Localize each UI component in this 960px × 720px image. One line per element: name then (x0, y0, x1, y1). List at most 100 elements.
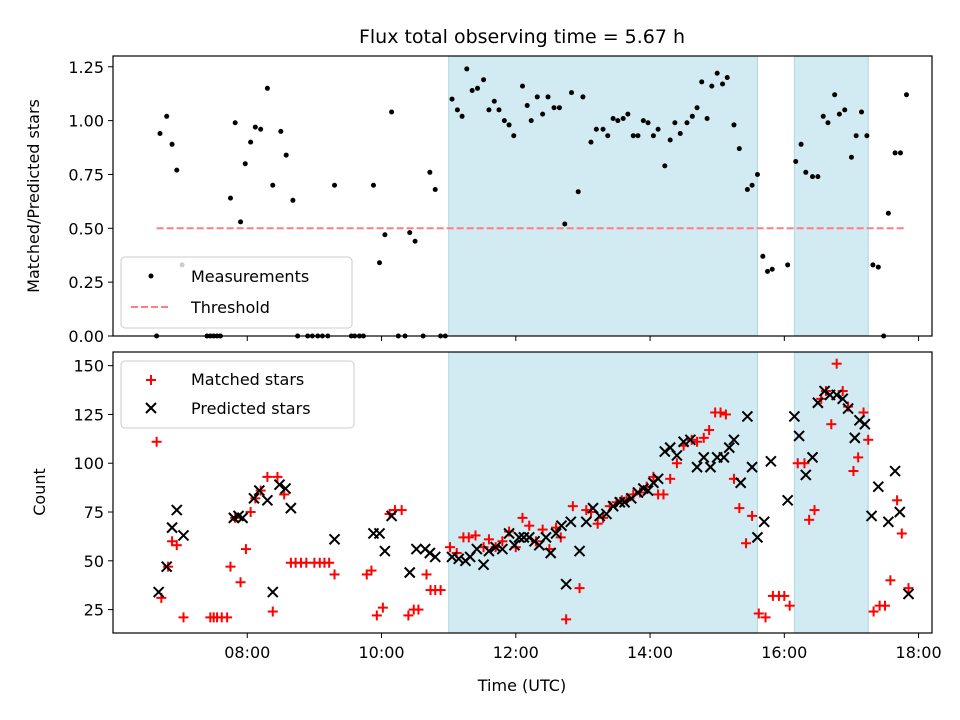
measurement-point (605, 133, 611, 139)
measurement-point (562, 221, 568, 227)
predicted-star-point (560, 578, 572, 590)
matched-star-point (478, 542, 489, 553)
matched-star-point (396, 505, 407, 516)
measurement-point (765, 268, 771, 274)
shaded-interval-2 (793, 55, 869, 337)
predicted-star-point (410, 543, 423, 555)
predicted-star-point (734, 477, 747, 489)
measurement-point (842, 107, 848, 113)
measurement-point (382, 232, 388, 238)
measurement-point (506, 122, 512, 128)
measurement-point (238, 219, 244, 225)
top-axes-frame (112, 55, 933, 337)
measurement-point (575, 189, 581, 195)
matched-star-point (517, 512, 528, 523)
legend-measurements-label: Measurements (191, 267, 309, 286)
predicted-star-point (379, 545, 391, 557)
y-tick-label: 100 (73, 454, 104, 473)
matched-star-point (826, 419, 837, 430)
measurement-point (749, 182, 755, 188)
measurement-point (593, 126, 599, 132)
measurement-point (511, 133, 517, 139)
measurement-point (290, 197, 296, 203)
measurement-point (588, 139, 594, 145)
measurement-point (264, 85, 270, 91)
predicted-star-point (248, 492, 260, 505)
shaded-interval-1 (448, 351, 758, 634)
predicted-star-point (842, 402, 854, 415)
measurement-point (464, 66, 470, 72)
matched-star-point (463, 532, 474, 543)
y-tick-label: 125 (73, 405, 104, 424)
x-tick-label: 18:00 (896, 643, 942, 662)
predicted-star-point (800, 469, 812, 481)
measurement-point (744, 187, 750, 193)
measurement-point (174, 167, 180, 173)
measurement-point (600, 126, 606, 132)
x-tick-label: 10:00 (358, 643, 404, 662)
measurement-point (785, 262, 791, 268)
measurement-point (551, 105, 557, 111)
predicted-star-point (618, 496, 631, 508)
bottom-legend-box (120, 360, 355, 429)
legend-measurements-marker (148, 273, 154, 279)
measurement-point (640, 118, 646, 124)
matched-star-point (240, 544, 251, 555)
predicted-star-point (273, 478, 286, 491)
bottom-y-axis-label: Count (30, 468, 49, 516)
predicted-star-point (166, 521, 178, 534)
bottom-legend: Matched stars Predicted stars (120, 360, 355, 429)
matched-star-point (848, 466, 859, 477)
matched-star-point (671, 458, 682, 469)
predicted-star-point (261, 494, 274, 507)
matched-star-point (377, 602, 388, 613)
predicted-star-point (550, 527, 562, 540)
measurement-point (528, 118, 534, 124)
predicted-star-point (385, 510, 398, 522)
matched-star-point (574, 583, 585, 594)
y-tick-label: 25 (84, 601, 104, 620)
predicted-star-point (573, 545, 586, 557)
top-x-ticks (246, 336, 920, 341)
matched-star-point (658, 489, 669, 500)
predicted-star-point (373, 527, 386, 540)
matched-star-point (235, 577, 246, 588)
predicted-star-point (171, 504, 183, 516)
measurement-point (283, 152, 289, 158)
measurement-point (427, 169, 433, 175)
measurement-point (449, 96, 455, 102)
bottom-shaded-intervals (448, 351, 869, 634)
matched-star-point (151, 436, 162, 447)
measurement-point (635, 133, 641, 139)
predicted-star-point (704, 461, 717, 473)
matched-star-point (698, 432, 709, 443)
matched-star-point (262, 471, 273, 482)
predicted-star-point (555, 519, 568, 532)
predicted-star-point (793, 430, 805, 442)
measurement-point (432, 187, 438, 193)
predicted-star-point (684, 434, 697, 446)
bottom-y-ticks: 25 50 75 100 125 150 (73, 357, 113, 620)
predicted-star-point (806, 451, 819, 464)
matched-star-point (267, 606, 278, 617)
predicted-star-point (177, 529, 190, 542)
measurement-point (769, 266, 775, 272)
predicted-star-point (865, 510, 878, 522)
matched-star-point (784, 600, 795, 611)
predicted-star-point (765, 455, 777, 467)
measurement-point (625, 111, 631, 117)
matched-star-point (903, 583, 914, 594)
matched-star-point (779, 590, 790, 601)
top-y-axis-label: Matched/Predicted stars (24, 99, 43, 293)
measurement-point (412, 238, 418, 244)
y-tick-label: 1.00 (68, 112, 104, 131)
measurement-point (684, 120, 690, 126)
predicted-star-point (642, 484, 654, 497)
matched-star-point (853, 452, 864, 463)
measurement-point (232, 120, 238, 126)
measurement-point (662, 163, 668, 169)
predicted-star-point (496, 543, 509, 555)
predicted-star-point (565, 516, 577, 528)
y-tick-label: 0.75 (68, 165, 104, 184)
matched-star-point (760, 612, 771, 623)
